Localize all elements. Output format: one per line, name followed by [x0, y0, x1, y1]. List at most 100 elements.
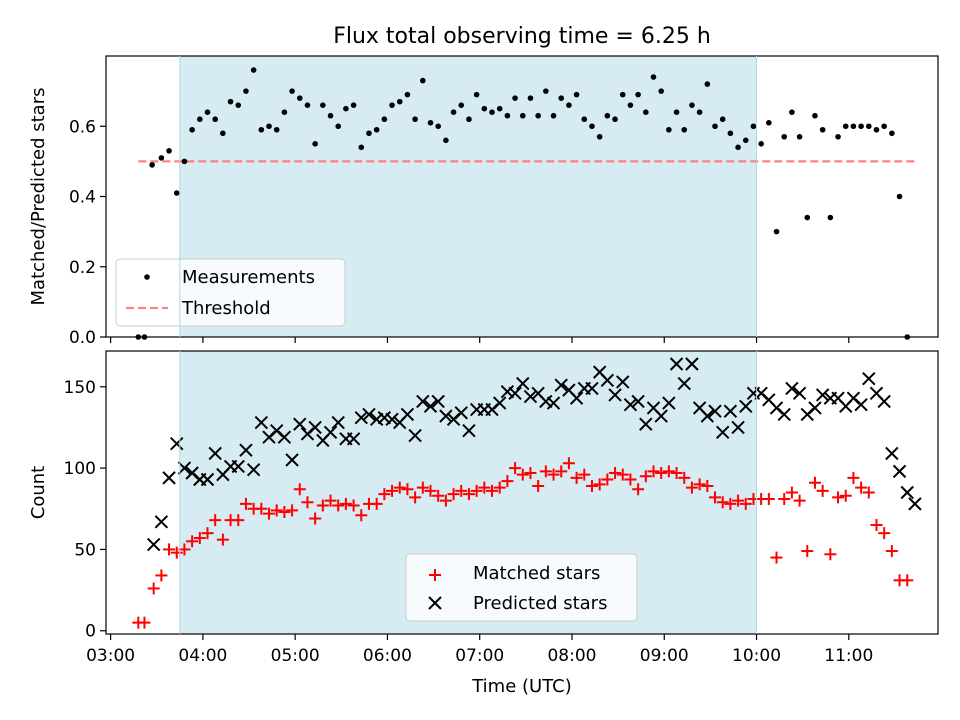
matched-star-point: [539, 465, 552, 478]
measurement-point: [149, 162, 155, 168]
matched-star-point: [193, 532, 206, 545]
measurement-point: [827, 214, 834, 221]
measurement-point: [350, 102, 357, 108]
predicted-star-point: [777, 407, 791, 422]
matched-star-point: [155, 569, 168, 582]
predicted-stars-series: [146, 357, 922, 552]
matched-star-point: [278, 506, 291, 519]
matched-star-point: [670, 466, 683, 479]
measurement-point: [650, 74, 657, 80]
measurement-point: [435, 123, 441, 130]
matched-star-point: [647, 465, 660, 478]
predicted-star-point: [908, 497, 922, 511]
predicted-star-point: [362, 407, 376, 422]
matched-star-point: [263, 507, 276, 520]
predicted-star-point: [146, 537, 161, 552]
predicted-star-point: [662, 396, 676, 410]
measurement-point: [312, 141, 318, 147]
matched-star-point: [701, 479, 714, 492]
predicted-star-point: [600, 373, 615, 387]
matched-star-point: [770, 551, 783, 564]
y-tick-label: 0.4: [69, 188, 96, 208]
measurement-point: [243, 88, 249, 94]
measurement-point: [658, 88, 664, 94]
predicted-star-point: [900, 485, 914, 500]
measurement-point: [727, 130, 734, 137]
legend-label-matched: Matched stars: [473, 563, 600, 584]
measurement-point: [235, 102, 242, 108]
matched-star-point: [209, 514, 222, 527]
predicted-star-point: [416, 394, 430, 409]
matched-star-point: [409, 491, 422, 504]
measurement-point: [735, 144, 741, 151]
measurement-point: [181, 158, 188, 165]
measurement-point: [619, 91, 626, 98]
measurement-point: [604, 112, 611, 119]
matched-star-point: [332, 499, 345, 512]
matched-star-point: [632, 483, 645, 496]
x-tick-label: 10:00: [732, 646, 781, 666]
legend-label-measurements: Measurements: [182, 267, 315, 288]
matched-star-point: [793, 494, 806, 507]
measurement-point: [481, 105, 488, 112]
matched-star-point: [739, 497, 752, 510]
matched-star-point: [439, 494, 452, 507]
y-tick-label: 100: [64, 459, 96, 479]
measurement-point: [197, 116, 203, 123]
matched-star-point: [186, 535, 199, 548]
matched-star-point: [862, 486, 875, 499]
predicted-star-point: [323, 425, 338, 440]
predicted-star-point: [423, 399, 438, 414]
measurement-point: [504, 112, 511, 119]
predicted-star-point: [285, 453, 299, 467]
matched-star-point: [870, 519, 883, 532]
measurement-point: [166, 148, 172, 154]
measurement-point: [804, 214, 811, 221]
measurement-point: [489, 109, 495, 115]
measurement-point: [696, 109, 703, 115]
matched-star-point: [201, 527, 214, 540]
matched-star-point: [555, 465, 568, 478]
matched-star-point: [885, 545, 898, 558]
measurement-point: [766, 119, 772, 126]
measurement-point: [865, 123, 872, 130]
matched-star-point: [532, 479, 545, 492]
measurement-point: [273, 126, 280, 133]
matched-star-point: [493, 481, 506, 494]
measurement-point: [573, 91, 580, 98]
matched-star-point: [732, 494, 745, 507]
predicted-star-point: [431, 394, 445, 409]
predicted-star-point: [354, 410, 368, 425]
predicted-star-point: [623, 397, 638, 412]
matched-star-point: [609, 466, 622, 479]
matched-star-point: [901, 574, 914, 587]
bottom-x-ticks: 03:00 04:00 05:00 06:00 07:00 08:00 09:00 10:00…: [86, 634, 873, 666]
measurement-point: [381, 116, 388, 123]
matched-star-point: [832, 491, 845, 504]
measurement-point: [220, 130, 226, 137]
predicted-star-point: [616, 375, 630, 389]
matched-star-point: [455, 484, 468, 497]
measurement-point: [358, 144, 365, 151]
y-tick-label: 0: [85, 622, 96, 642]
matched-star-point: [847, 471, 860, 484]
measurement-point: [289, 88, 295, 94]
predicted-star-point: [700, 409, 715, 423]
predicted-star-point: [400, 407, 415, 422]
measurement-point: [427, 119, 434, 126]
predicted-star-point: [385, 412, 399, 427]
measurement-point: [589, 123, 595, 130]
predicted-star-point: [331, 415, 345, 430]
measurement-point: [212, 116, 218, 123]
matched-star-point: [447, 488, 460, 501]
matched-star-point: [685, 481, 698, 494]
matched-star-point: [432, 489, 445, 502]
legend-marker-predicted: [428, 596, 442, 610]
measurement-point: [858, 123, 864, 130]
bottom-legend-box: [405, 553, 638, 622]
matched-star-point: [401, 483, 414, 496]
matched-star-point: [516, 468, 529, 481]
matched-star-point: [501, 475, 514, 488]
matched-star-point: [486, 484, 499, 497]
y-tick-label: 0.0: [69, 328, 96, 348]
